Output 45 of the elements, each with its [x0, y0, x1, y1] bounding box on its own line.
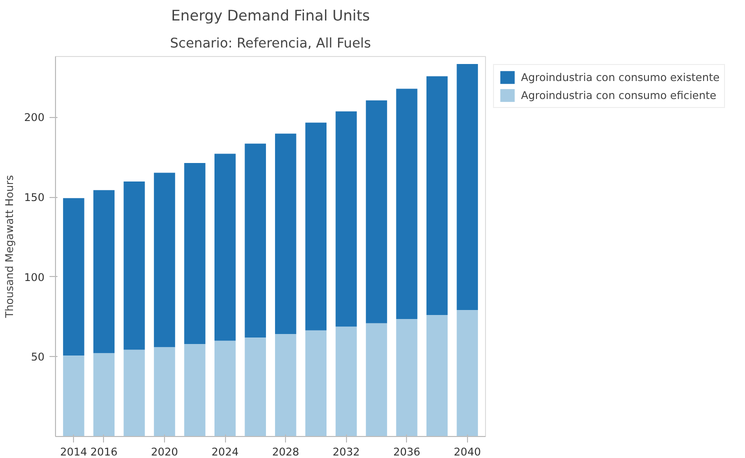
x-tick-label: 2028	[272, 446, 300, 458]
y-axis-title: Thousand Megawatt Hours	[3, 174, 16, 319]
bar	[336, 111, 357, 327]
bar	[275, 134, 296, 334]
bar	[93, 353, 115, 436]
legend-label: Agroindustria con consumo existente	[521, 70, 720, 84]
bar	[154, 347, 176, 436]
bar	[63, 198, 84, 356]
bar	[456, 310, 478, 436]
x-tick-label: 2020	[150, 446, 178, 458]
bar	[426, 314, 448, 436]
bar	[124, 350, 145, 436]
chart-subtitle: Scenario: Referencia, All Fuels	[170, 36, 372, 52]
y-tick-label: 100	[24, 270, 45, 284]
bar	[63, 356, 84, 436]
bar	[93, 190, 115, 354]
x-tick-label: 2014	[60, 446, 88, 458]
bar	[214, 340, 236, 436]
y-tick-label: 50	[30, 350, 45, 364]
bar	[154, 172, 176, 348]
bar	[366, 323, 388, 436]
bar	[426, 76, 448, 315]
x-tick-label: 2040	[454, 446, 482, 458]
bar	[456, 64, 478, 310]
bar	[396, 88, 418, 319]
bar	[275, 334, 296, 436]
bar	[244, 338, 266, 436]
bar	[214, 154, 236, 341]
bar	[305, 122, 327, 330]
x-tick-label: 2016	[90, 446, 118, 458]
x-tick-label: 2024	[212, 446, 239, 458]
bar	[244, 144, 266, 338]
chart-title: Energy Demand Final Units	[171, 8, 370, 24]
bar	[336, 326, 357, 436]
bar	[396, 318, 418, 436]
x-tick-label: 2032	[332, 446, 360, 458]
bar	[366, 100, 388, 324]
legend-label: Agroindustria con consumo eficiente	[521, 88, 716, 102]
x-tick-label: 2036	[393, 446, 421, 458]
bar	[184, 344, 206, 436]
y-tick-label: 150	[24, 191, 45, 204]
bar	[184, 162, 206, 344]
bar	[124, 182, 145, 350]
bar	[305, 330, 327, 436]
y-tick-label: 200	[24, 111, 45, 124]
